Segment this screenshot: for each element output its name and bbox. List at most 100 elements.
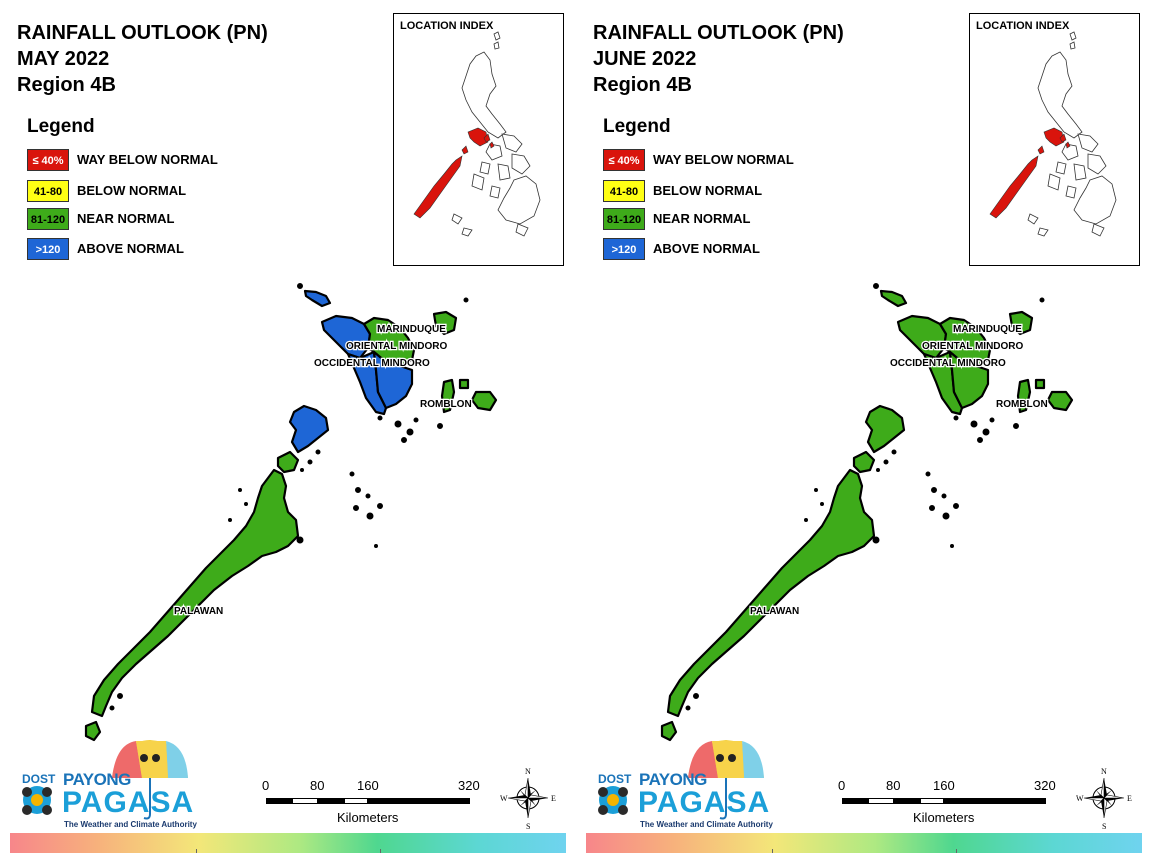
title-line-1: RAINFALL OUTLOOK (PN) — [593, 22, 844, 44]
legend-swatch: 81-120 — [603, 208, 645, 230]
title-line-3: Region 4B — [17, 74, 116, 96]
scale-tick: 160 — [933, 778, 955, 793]
pagasa-label: PAGASA — [62, 786, 195, 819]
palawan-balabac — [660, 720, 678, 742]
scale-segment — [266, 798, 292, 804]
title-line-3: Region 4B — [593, 74, 692, 96]
romblon-sibuyan — [470, 390, 498, 412]
compass-e: E — [1127, 794, 1132, 803]
occidental-mindoro-north — [320, 314, 372, 360]
legend-swatch: ≤ 40% — [603, 149, 645, 171]
scale-bar: 0 80 160 320 Kilometers — [838, 778, 1068, 828]
payong-label: PAYONG — [63, 770, 131, 789]
palawan-northern-tip — [276, 450, 300, 474]
romblon-small — [458, 378, 470, 390]
romblon-tablas — [440, 378, 456, 414]
inset-region-highlight — [989, 127, 1071, 219]
compass-s: S — [526, 822, 530, 831]
scale-tick: 0 — [262, 778, 270, 793]
romblon-small — [1034, 378, 1046, 390]
calamian-islands — [864, 404, 906, 454]
panel-title: RAINFALL OUTLOOK (PN) JUNE 2022 Region 4… — [593, 20, 844, 98]
title-line-1: RAINFALL OUTLOOK (PN) — [17, 22, 268, 44]
payong-pagasa-logo: DOST PAYONG PAGASA The Weather and Clima… — [592, 738, 792, 833]
marinduque-island — [1008, 310, 1034, 336]
legend-label: BELOW NORMAL — [77, 183, 187, 198]
outlook-panel-june: RAINFALL OUTLOOK (PN) JUNE 2022 Region 4… — [576, 0, 1152, 864]
label-occidental-mindoro: OCCIDENTAL MINDORO — [890, 358, 1006, 369]
label-marinduque: MARINDUQUE — [377, 324, 446, 335]
label-oriental-mindoro: ORIENTAL MINDORO — [346, 341, 448, 352]
scale-segment — [920, 798, 944, 804]
legend-label: ABOVE NORMAL — [77, 241, 184, 256]
legend-label: BELOW NORMAL — [653, 183, 763, 198]
inset-title: LOCATION INDEX — [976, 20, 1070, 32]
location-index-inset: LOCATION INDEX — [393, 13, 564, 266]
label-palawan: PALAWAN — [174, 606, 223, 617]
scale-unit: Kilometers — [913, 810, 975, 825]
scale-segment — [944, 798, 1046, 804]
compass-s: S — [1102, 822, 1106, 831]
compass-w: W — [1076, 794, 1084, 803]
legend-swatch: >120 — [27, 238, 69, 260]
title-line-2: MAY 2022 — [17, 48, 110, 70]
dost-label: DOST — [598, 772, 632, 786]
legend-label: NEAR NORMAL — [653, 211, 751, 226]
gradient-tick — [956, 849, 957, 853]
scale-tick: 0 — [838, 778, 846, 793]
scale-segment — [368, 798, 470, 804]
occidental-mindoro-north — [896, 314, 948, 360]
gradient-tick — [196, 849, 197, 853]
legend-swatch: >120 — [603, 238, 645, 260]
scale-tick: 80 — [310, 778, 325, 793]
legend-swatch: ≤ 40% — [27, 149, 69, 171]
label-occidental-mindoro: OCCIDENTAL MINDORO — [314, 358, 430, 369]
philippines-outline-map — [989, 31, 1117, 237]
compass-rose-icon: N S E W — [500, 767, 556, 831]
scale-tick: 80 — [886, 778, 901, 793]
scale-tick: 320 — [458, 778, 480, 793]
lubang-island — [879, 289, 908, 308]
legend-label: ABOVE NORMAL — [653, 241, 760, 256]
inset-title: LOCATION INDEX — [400, 20, 494, 32]
small-islets — [109, 283, 469, 711]
palawan-mainland — [666, 468, 876, 718]
legend-heading: Legend — [27, 116, 95, 137]
location-index-inset: LOCATION INDEX — [969, 13, 1140, 266]
romblon-tablas — [1016, 378, 1032, 414]
dost-label: DOST — [22, 772, 56, 786]
payong-label: PAYONG — [639, 770, 707, 789]
gradient-tick — [772, 849, 773, 853]
panel-title: RAINFALL OUTLOOK (PN) MAY 2022 Region 4B — [17, 20, 268, 98]
scale-bar: 0 80 160 320 Kilometers — [262, 778, 492, 828]
scale-segment — [842, 798, 868, 804]
small-islets — [685, 283, 1045, 711]
legend-swatch: 81-120 — [27, 208, 69, 230]
label-romblon: ROMBLON — [420, 399, 472, 410]
scale-segment — [292, 798, 318, 804]
region-4b-rainfall-map: MARINDUQUE ORIENTAL MINDORO OCCIDENTAL M… — [84, 283, 498, 742]
scale-segment — [894, 798, 920, 804]
romblon-sibuyan — [1046, 390, 1074, 412]
lubang-island — [303, 289, 332, 308]
label-marinduque: MARINDUQUE — [953, 324, 1022, 335]
palawan-mainland — [90, 468, 300, 718]
north-arrow: N S E W — [500, 765, 560, 831]
compass-w: W — [500, 794, 508, 803]
occidental-mindoro-south — [922, 350, 964, 416]
legend-label: WAY BELOW NORMAL — [77, 152, 218, 167]
scale-segment — [868, 798, 894, 804]
compass-n: N — [1101, 767, 1107, 776]
scale-unit: Kilometers — [337, 810, 399, 825]
occidental-mindoro-south — [346, 350, 388, 416]
pagasa-label: PAGASA — [638, 786, 771, 819]
marinduque-island — [432, 310, 458, 336]
north-arrow: N S E W — [1076, 765, 1136, 831]
palawan-northern-tip — [852, 450, 876, 474]
scale-segment — [344, 798, 368, 804]
gradient-tick — [380, 849, 381, 853]
label-romblon: ROMBLON — [996, 399, 1048, 410]
payong-pagasa-logo: DOST PAYONG PAGASA The Weather and Clima… — [16, 738, 216, 833]
label-palawan: PALAWAN — [750, 606, 799, 617]
footer-color-gradient — [586, 833, 1142, 853]
